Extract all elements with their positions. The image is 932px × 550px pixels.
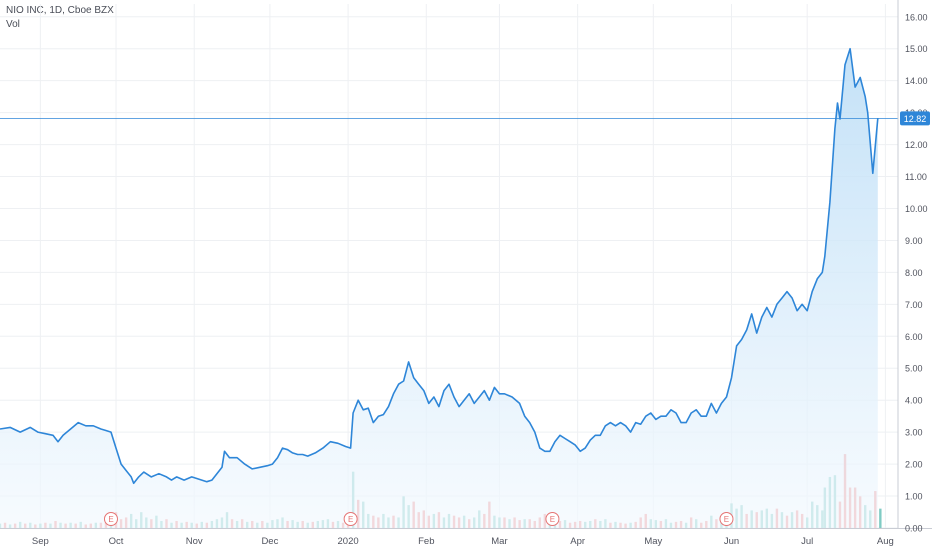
symbol-title: NIO INC, 1D, Cboe BZX (6, 5, 114, 16)
y-tick-label: 15.00 (905, 44, 928, 54)
price-area (0, 48, 878, 528)
y-tick-label: 10.00 (905, 204, 928, 214)
last-price-value: 12.82 (904, 114, 927, 124)
earnings-marker-label: E (348, 515, 353, 524)
y-tick-label: 0.00 (905, 524, 923, 534)
last-price-badge: 12.82 (900, 111, 930, 126)
price-series (0, 47, 879, 528)
y-tick-label: 12.00 (905, 140, 928, 150)
y-tick-label: 7.00 (905, 300, 923, 310)
y-tick-label: 11.00 (905, 172, 927, 182)
volume-bar (879, 508, 882, 528)
x-tick-label: 2020 (338, 536, 359, 547)
y-tick-label: 9.00 (905, 236, 923, 246)
earnings-marker-label: E (550, 515, 555, 524)
y-tick-label: 6.00 (905, 332, 923, 342)
x-tick-label: Oct (109, 536, 124, 547)
y-tick-label: 3.00 (905, 428, 923, 438)
y-tick-label: 2.00 (905, 460, 923, 470)
y-tick-label: 16.00 (905, 12, 928, 22)
x-tick-label: Nov (186, 536, 203, 547)
y-tick-label: 14.00 (905, 76, 928, 86)
x-tick-label: May (644, 536, 662, 547)
earnings-marker-icon[interactable]: E (719, 512, 734, 526)
x-tick-label: Sep (32, 536, 49, 547)
x-tick-label: Aug (877, 536, 894, 547)
price-line (0, 47, 879, 485)
y-tick-label: 5.00 (905, 364, 923, 374)
x-tick-label: Jul (801, 536, 813, 547)
earnings-marker-label: E (108, 515, 113, 524)
volume-indicator-label[interactable]: Vol (6, 19, 20, 30)
earnings-marker-icon[interactable]: E (545, 512, 560, 526)
earnings-marker-icon[interactable]: E (103, 512, 118, 526)
y-tick-label: 4.00 (905, 396, 923, 406)
y-tick-label: 1.00 (905, 492, 923, 502)
x-tick-label: Mar (491, 536, 507, 547)
earnings-marker-label: E (724, 515, 729, 524)
x-tick-label: Jun (724, 536, 739, 547)
x-tick-label: Feb (418, 536, 434, 547)
earnings-marker-icon[interactable]: E (343, 512, 358, 526)
x-tick-label: Apr (570, 536, 585, 547)
y-tick-label: 8.00 (905, 268, 923, 278)
x-tick-label: Dec (261, 536, 278, 547)
